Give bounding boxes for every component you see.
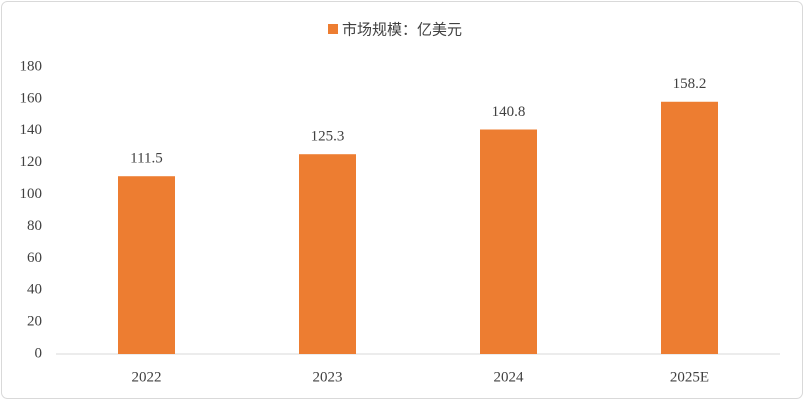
bar xyxy=(661,101,718,355)
x-tick-label: 2024 xyxy=(494,369,525,385)
y-tick-label: 100 xyxy=(20,186,43,202)
y-tick-label: 160 xyxy=(20,90,43,106)
data-label: 140.8 xyxy=(492,104,526,120)
y-tick-label: 0 xyxy=(35,345,43,361)
data-label: 125.3 xyxy=(311,129,345,145)
y-tick-label: 180 xyxy=(20,58,43,74)
y-tick-label: 40 xyxy=(27,282,42,298)
legend-swatch xyxy=(328,24,338,34)
y-tick-label: 80 xyxy=(27,218,42,234)
x-tick-label: 2025E xyxy=(670,369,709,385)
legend-label: 市场规模：亿美元 xyxy=(342,21,462,39)
bar xyxy=(299,154,356,354)
y-tick-label: 120 xyxy=(20,154,43,170)
x-tick-label: 2023 xyxy=(313,369,343,385)
data-label: 111.5 xyxy=(130,151,163,167)
y-tick-label: 60 xyxy=(27,250,42,266)
y-tick-label: 20 xyxy=(27,314,42,330)
x-tick-label: 2022 xyxy=(132,369,162,385)
data-label: 158.2 xyxy=(673,76,707,92)
bar xyxy=(118,176,175,354)
y-tick-label: 140 xyxy=(20,122,43,138)
bar xyxy=(480,129,537,354)
